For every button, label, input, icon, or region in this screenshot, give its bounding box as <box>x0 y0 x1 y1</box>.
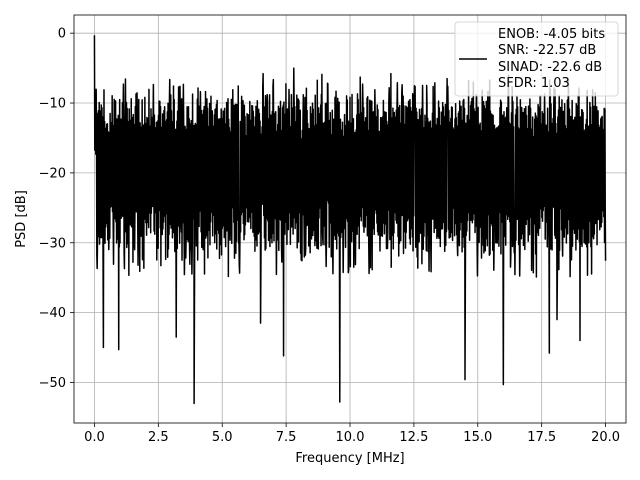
x-tick-label: 17.5 <box>527 430 556 445</box>
x-tick-label: 0.0 <box>84 430 105 445</box>
y-tick-label: −10 <box>39 97 66 112</box>
psd-series-line <box>93 35 607 405</box>
x-tick-label: 12.5 <box>399 430 428 445</box>
x-tick-label: 10.0 <box>336 430 365 445</box>
x-tick-label: 15.0 <box>463 430 492 445</box>
x-axis-label: Frequency [MHz] <box>295 451 404 466</box>
x-tick-label: 7.5 <box>276 430 297 445</box>
legend-enob: ENOB: -4.05 bits <box>498 27 605 42</box>
y-tick-label: −20 <box>39 166 66 181</box>
legend-box <box>454 21 619 97</box>
legend: ENOB: -4.05 bits SNR: -22.57 dB SINAD: -… <box>454 21 619 97</box>
x-axis-ticks: 0.0 2.5 5.0 7.5 10.0 12.5 15.0 17.5 20.0 <box>84 423 620 445</box>
y-axis-ticks: 0 −10 −20 −30 −40 −50 <box>39 27 74 391</box>
x-tick-label: 5.0 <box>212 430 233 445</box>
legend-snr: SNR: -22.57 dB <box>498 43 596 58</box>
y-tick-label: −50 <box>39 376 66 391</box>
y-tick-label: −40 <box>39 306 66 321</box>
y-axis-label: PSD [dB] <box>14 190 29 248</box>
legend-sinad: SINAD: -22.6 dB <box>498 60 602 75</box>
y-tick-label: 0 <box>58 27 66 42</box>
legend-sfdr: SFDR: 1.03 <box>498 76 570 91</box>
y-tick-label: −30 <box>39 236 66 251</box>
plot-area <box>93 35 607 405</box>
x-tick-label: 2.5 <box>148 430 169 445</box>
x-tick-label: 20.0 <box>591 430 620 445</box>
